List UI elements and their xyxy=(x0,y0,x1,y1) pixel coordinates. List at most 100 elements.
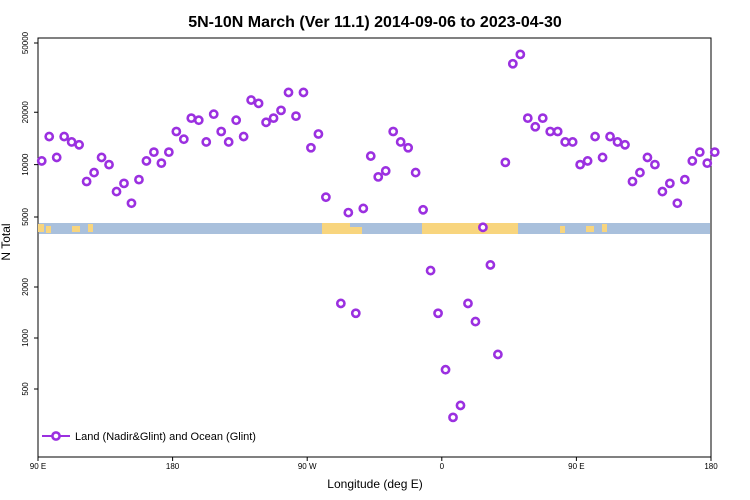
data-point xyxy=(620,139,630,150)
data-point xyxy=(418,204,429,215)
data-point xyxy=(590,131,600,142)
data-point xyxy=(208,109,219,120)
data-point xyxy=(545,126,556,137)
x-tick-label: 90 E xyxy=(568,462,584,471)
y-tick-label: 1000 xyxy=(21,329,30,347)
data-point xyxy=(291,111,301,122)
data-point xyxy=(320,192,331,203)
data-point xyxy=(560,137,571,147)
data-point xyxy=(552,126,563,137)
data-point xyxy=(365,151,376,161)
data-point xyxy=(111,186,122,197)
x-tick-label: 0 xyxy=(440,462,445,471)
legend-marker xyxy=(51,431,61,441)
data-point xyxy=(478,222,488,233)
data-point xyxy=(89,167,99,178)
x-tick-label: 180 xyxy=(704,462,718,471)
data-point xyxy=(231,115,242,126)
data-point xyxy=(36,156,47,166)
data-point xyxy=(380,166,391,176)
data-point xyxy=(403,142,414,153)
data-point xyxy=(567,137,578,147)
data-point xyxy=(283,87,294,98)
data-point xyxy=(455,400,466,411)
data-point xyxy=(597,152,608,163)
data-point xyxy=(149,147,159,158)
data-point xyxy=(186,113,197,124)
land-borneo-2 xyxy=(586,226,594,232)
data-point xyxy=(635,167,645,178)
land-south-america xyxy=(322,223,350,234)
land-borneo xyxy=(72,226,80,232)
x-tick-label: 90 E xyxy=(30,462,46,471)
data-point xyxy=(268,113,279,124)
ocean-band xyxy=(39,223,710,234)
data-point xyxy=(664,178,675,189)
data-point xyxy=(694,147,705,158)
data-point xyxy=(96,152,107,163)
data-point xyxy=(81,176,92,187)
data-point xyxy=(343,207,354,218)
data-point xyxy=(178,134,189,145)
data-point xyxy=(216,126,227,137)
map-strip xyxy=(38,223,710,234)
data-point xyxy=(163,147,174,158)
land-sri-lanka xyxy=(38,224,44,232)
data-point xyxy=(627,176,638,187)
x-ticks: 90 E 180 90 W 0 90 E 180 xyxy=(30,457,718,471)
land-africa xyxy=(422,223,518,234)
data-point xyxy=(44,131,55,142)
y-tick-label: 2000 xyxy=(21,278,30,296)
y-tick-label: 20000 xyxy=(21,101,30,124)
data-point xyxy=(246,95,257,105)
data-point xyxy=(261,117,271,128)
data-point xyxy=(702,158,713,169)
data-point xyxy=(650,159,660,170)
data-point xyxy=(530,121,541,132)
data-point xyxy=(253,98,264,109)
data-point xyxy=(373,172,384,182)
data-point xyxy=(104,159,114,170)
data-point xyxy=(515,49,526,60)
data-point xyxy=(141,156,152,166)
data-point xyxy=(388,126,399,137)
plot-frame xyxy=(37,37,712,458)
data-point xyxy=(575,159,586,170)
data-point xyxy=(51,152,62,163)
y-tick-label: 50000 xyxy=(21,31,30,54)
data-point xyxy=(223,137,234,147)
data-point xyxy=(672,198,683,209)
data-point xyxy=(358,203,369,214)
data-point xyxy=(126,198,137,209)
x-tick-label: 90 W xyxy=(298,462,317,471)
data-point xyxy=(410,167,421,178)
data-point xyxy=(500,157,511,168)
data-point xyxy=(448,412,458,423)
land-philippines-2 xyxy=(602,224,607,232)
data-point xyxy=(657,186,668,197)
data-point xyxy=(171,126,182,137)
x-tick-label: 180 xyxy=(166,462,180,471)
data-point xyxy=(298,87,309,98)
land-malaysia-2 xyxy=(560,226,565,233)
y-tick-label: 10000 xyxy=(21,153,30,176)
data-point xyxy=(470,316,481,327)
data-point xyxy=(440,364,451,375)
data-point xyxy=(395,137,406,147)
data-point xyxy=(433,308,443,319)
data-point xyxy=(306,142,316,153)
chart-title: 5N-10N March (Ver 11.1) 2014-09-06 to 20… xyxy=(188,14,562,31)
legend: Land (Nadir&Glint) and Ocean (Glint) xyxy=(42,431,256,443)
data-point xyxy=(201,137,212,147)
data-point xyxy=(507,58,518,69)
data-point xyxy=(193,115,204,126)
data-point xyxy=(238,131,249,142)
data-point xyxy=(605,131,615,142)
data-point xyxy=(276,105,286,116)
data-point xyxy=(642,152,653,163)
land-central-america xyxy=(350,227,362,234)
data-point xyxy=(350,308,361,319)
data-point xyxy=(612,137,623,147)
data-point xyxy=(66,137,77,147)
